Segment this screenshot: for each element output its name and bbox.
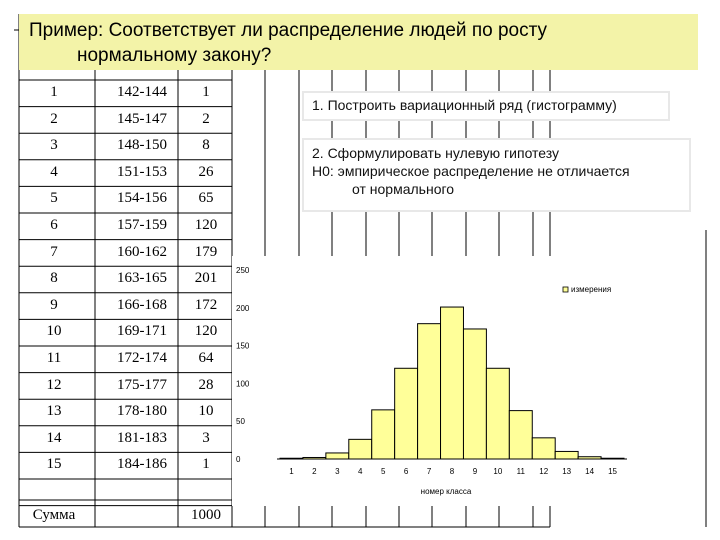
row-frequency: 64: [198, 350, 214, 366]
bar: [440, 306, 464, 460]
row-height-range: 154-156: [117, 190, 167, 207]
step-2-line-2: Н0: эмпирическое распределение не отлича…: [312, 163, 630, 179]
bar: [462, 328, 487, 460]
row-height-range: 169-171: [117, 323, 167, 340]
y-tick-label: 150: [236, 342, 250, 351]
row-number: 11: [46, 350, 62, 366]
slide-title: Пример: Соответствует ли распределение л…: [19, 14, 698, 70]
x-tick-label: 1: [289, 467, 294, 476]
bar: [394, 367, 419, 460]
row-number: 13: [46, 403, 62, 420]
row-number: 5: [50, 190, 58, 207]
sum-label: Сумма: [32, 507, 76, 523]
x-tick-label: 14: [585, 467, 594, 476]
row-height-range: 157-159: [117, 217, 167, 233]
x-tick-label: 8: [450, 467, 455, 476]
x-tick-label: 11: [517, 467, 526, 476]
row-number: 8: [50, 270, 58, 287]
row-height-range: 175-177: [117, 376, 167, 393]
y-tick-label: 0: [236, 455, 241, 464]
bar: [348, 438, 373, 460]
row-height-range: 178-180: [117, 403, 167, 420]
bar: [531, 437, 556, 460]
step-2-line-3: от нормального: [352, 181, 455, 197]
row-frequency: 172: [194, 296, 218, 313]
bar: [302, 456, 327, 460]
row-frequency: 8: [202, 137, 210, 154]
row-number: 9: [50, 296, 58, 313]
row-height-range: 151-153: [117, 163, 167, 180]
row-number: 3: [50, 137, 58, 154]
step-2-line-1: 2. Сформулировать нулевую гипотезу: [312, 145, 560, 161]
bar: [600, 457, 625, 460]
row-frequency: 65: [198, 190, 214, 207]
bar: [485, 367, 510, 460]
row-number: 12: [46, 376, 62, 393]
row-height-range: 160-162: [117, 243, 167, 260]
y-tick-label: 100: [236, 379, 250, 388]
bar: [554, 450, 579, 460]
sum-value: 1000: [191, 507, 221, 523]
row-number: 1: [50, 84, 58, 100]
bar: [371, 409, 396, 460]
row-frequency: 1: [202, 456, 210, 473]
x-axis-label: номер класса: [421, 487, 472, 496]
row-frequency: 120: [194, 323, 218, 340]
x-tick-label: 13: [562, 467, 571, 476]
x-tick-label: 5: [381, 467, 386, 476]
x-tick-label: 15: [608, 467, 617, 476]
title-line-2: нормальному закону?: [77, 45, 272, 66]
row-height-range: 184-186: [117, 456, 167, 473]
row-height-range: 181-183: [117, 429, 167, 446]
row-number: 14: [46, 429, 62, 446]
row-frequency: 10: [198, 403, 214, 420]
x-tick-label: 10: [493, 467, 502, 476]
x-tick-label: 7: [427, 467, 432, 476]
x-tick-label: 3: [335, 467, 340, 476]
row-number: 10: [46, 323, 62, 340]
bar: [577, 456, 602, 460]
row-height-range: 148-150: [117, 137, 167, 154]
row-height-range: 166-168: [117, 296, 167, 313]
row-height-range: 172-174: [117, 350, 167, 366]
x-tick-label: 9: [473, 467, 478, 476]
row-frequency: 201: [194, 270, 218, 287]
y-tick-label: 50: [236, 417, 245, 426]
row-frequency: 2: [202, 110, 210, 127]
legend-label: измерения: [571, 285, 611, 294]
x-tick-label: 6: [404, 467, 409, 476]
y-tick-label: 200: [236, 304, 250, 313]
bar: [279, 457, 304, 460]
step-1-note: 1. Построить вариационный ряд (гистограм…: [304, 93, 668, 119]
x-tick-label: 4: [358, 467, 363, 476]
step-2-note: 2. Сформулировать нулевую гипотезу Н0: э…: [304, 140, 689, 210]
x-tick-label: 2: [312, 467, 317, 476]
row-frequency: 1: [202, 84, 210, 100]
row-height-range: 145-147: [117, 110, 167, 127]
row-number: 6: [50, 217, 58, 233]
bar: [417, 323, 442, 460]
row-frequency: 28: [198, 376, 214, 393]
row-number: 4: [50, 163, 58, 180]
row-frequency: 179: [194, 243, 218, 260]
legend-swatch: [562, 286, 569, 293]
title-line-1: Пример: Соответствует ли распределение л…: [29, 20, 548, 41]
row-height-range: 142-144: [117, 84, 167, 100]
row-frequency: 120: [194, 217, 218, 233]
y-tick-label: 250: [236, 266, 250, 275]
row-number: 7: [50, 243, 58, 260]
bar: [508, 410, 533, 460]
x-tick-label: 12: [539, 467, 548, 476]
row-frequency: 3: [202, 429, 210, 446]
row-frequency: 26: [198, 163, 214, 180]
row-height-range: 163-165: [117, 270, 167, 287]
row-number: 15: [46, 456, 62, 473]
row-number: 2: [50, 110, 58, 127]
bar: [325, 452, 350, 460]
